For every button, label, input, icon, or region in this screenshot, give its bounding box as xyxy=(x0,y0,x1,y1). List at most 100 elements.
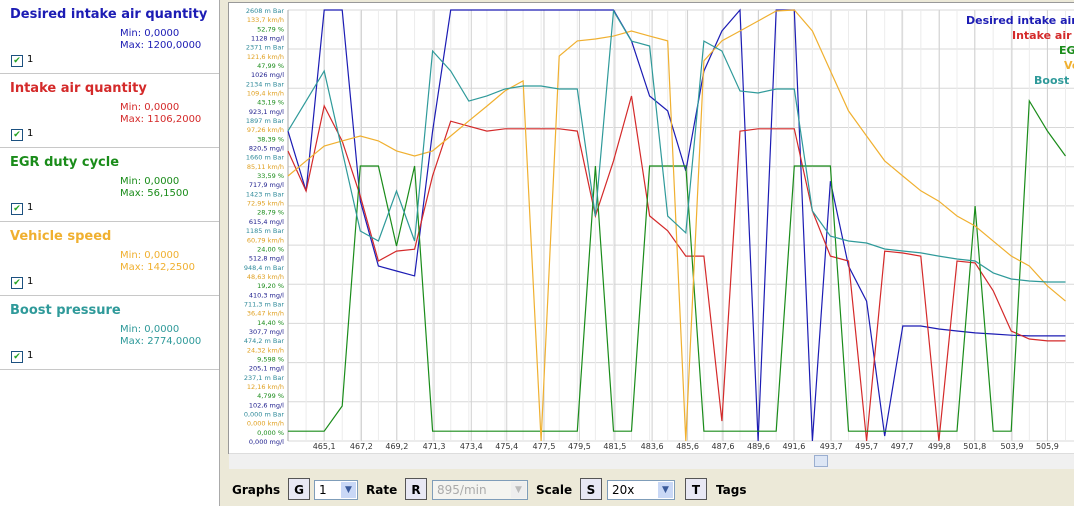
channel-panel: Desired intake air quantity Min: 0,0000 Ma… xyxy=(0,0,220,506)
y-tick-label: 307,7 mg/l xyxy=(249,328,284,336)
dropdown-value: 20x xyxy=(612,483,635,497)
y-tick-label: 717,9 mg/l xyxy=(249,181,284,189)
y-tick-label: 948,4 m Bar xyxy=(244,264,285,272)
dropdown-arrow: ▼ xyxy=(511,482,526,498)
x-tick-label: 499,8 xyxy=(928,442,951,451)
y-tick-label: 1660 m Bar xyxy=(246,154,284,162)
channel-max: Max: 2774,0000 xyxy=(120,336,202,347)
y-tick-label: 923,1 mg/l xyxy=(249,108,284,116)
y-tick-label: 60,79 km/h xyxy=(247,236,284,244)
series-line xyxy=(287,9,1066,283)
dropdown-value: 895/min xyxy=(437,483,487,497)
channel-min: Min: 0,0000 xyxy=(120,176,180,187)
channel-max: Max: 142,2500 xyxy=(120,262,195,273)
channel-name: Intake air quantity xyxy=(10,81,147,96)
label: Rate xyxy=(366,483,398,497)
series-line xyxy=(287,95,1066,442)
dropdown[interactable]: 1 ▼ xyxy=(314,480,358,500)
series-line xyxy=(287,9,1066,442)
scrollbar[interactable] xyxy=(229,453,1074,469)
x-tick-label: 487,6 xyxy=(712,442,735,451)
checkbox[interactable]: ✔ xyxy=(11,277,23,289)
x-tick-label: 477,5 xyxy=(533,442,556,451)
y-tick-label: 1026 mg/l xyxy=(251,71,284,79)
y-tick-label: 1423 m Bar xyxy=(246,190,284,198)
y-tick-label: 1897 m Bar xyxy=(246,117,284,125)
dropdown-arrow[interactable]: ▼ xyxy=(658,482,673,498)
y-tick-label: 33,59 % xyxy=(257,172,284,180)
channel-max: Max: 56,1500 xyxy=(120,188,189,199)
key-button[interactable]: G xyxy=(288,478,310,500)
channel-min: Min: 0,0000 xyxy=(120,250,180,261)
dropdown-value: 1 xyxy=(319,483,327,497)
checkbox[interactable]: ✔ xyxy=(11,55,23,67)
channel-card: Boost pressure Min: 0,0000 Max: 2774,0000 ✔… xyxy=(0,296,219,370)
checkbox-label: 1 xyxy=(27,276,34,287)
y-tick-label: 48,63 km/h xyxy=(247,273,284,281)
y-tick-label: 9,598 % xyxy=(257,355,284,363)
channel-name: Vehicle speed xyxy=(10,229,112,244)
checkbox-label: 1 xyxy=(27,128,34,139)
y-tick-label: 205,1 mg/l xyxy=(249,365,284,373)
channel-name: EGR duty cycle xyxy=(10,155,120,170)
series-line xyxy=(287,8,1066,442)
dropdown: 895/min ▼ xyxy=(432,480,528,500)
checkbox[interactable]: ✔ xyxy=(11,351,23,363)
checkbox[interactable]: ✔ xyxy=(11,203,23,215)
channel-card: Vehicle speed Min: 0,0000 Max: 142,2500 ✔ 1 xyxy=(0,222,219,296)
y-tick-label: 12,16 km/h xyxy=(247,383,284,391)
y-tick-label: 237,1 m Bar xyxy=(244,374,285,382)
checkbox-label: 1 xyxy=(27,350,34,361)
y-tick-label: 820,5 mg/l xyxy=(249,145,284,153)
key-button[interactable]: R xyxy=(405,478,427,500)
y-tick-label: 85,11 km/h xyxy=(247,163,284,171)
key-button[interactable]: T xyxy=(685,478,707,500)
checkbox-label: 1 xyxy=(27,202,34,213)
y-tick-label: 615,4 mg/l xyxy=(249,218,284,226)
y-tick-label: 43,19 % xyxy=(257,99,284,107)
x-tick-label: 473,4 xyxy=(460,442,483,451)
channel-card: Intake air quantity Min: 0,0000 Max: 1106,… xyxy=(0,74,219,148)
legend-entry: Desired intake air quantity xyxy=(966,14,1074,27)
channel-card: Desired intake air quantity Min: 0,0000 Ma… xyxy=(0,0,219,74)
x-tick-label: 475,4 xyxy=(495,442,518,451)
y-tick-label: 2371 m Bar xyxy=(246,44,284,52)
dropdown-arrow[interactable]: ▼ xyxy=(341,482,356,498)
y-tick-label: 711,3 m Bar xyxy=(244,300,285,308)
y-tick-label: 1128 mg/l xyxy=(251,35,284,43)
y-tick-label: 14,40 % xyxy=(257,319,284,327)
y-tick-label: 52,79 % xyxy=(257,25,284,33)
y-tick-label: 47,99 % xyxy=(257,62,284,70)
channel-min: Min: 0,0000 xyxy=(120,28,180,39)
x-tick-label: 467,2 xyxy=(350,442,373,451)
x-tick-label: 469,2 xyxy=(385,442,408,451)
y-tick-label: 410,3 mg/l xyxy=(249,291,284,299)
y-tick-label: 4,799 % xyxy=(257,392,284,400)
scroll-thumb[interactable] xyxy=(814,455,828,467)
y-tick-label: 19,20 % xyxy=(257,282,284,290)
legend-entry: Vehicle speed xyxy=(1064,59,1074,72)
x-tick-label: 481,5 xyxy=(603,442,626,451)
y-tick-label: 0,000 m Bar xyxy=(244,410,285,418)
dropdown[interactable]: 20x ▼ xyxy=(607,480,675,500)
y-tick-label: 2134 m Bar xyxy=(246,80,284,88)
x-tick-label: 495,7 xyxy=(855,442,878,451)
channel-max: Max: 1106,2000 xyxy=(120,114,202,125)
y-tick-label: 121,6 km/h xyxy=(247,53,284,61)
x-tick-label: 491,6 xyxy=(782,442,805,451)
checkbox[interactable]: ✔ xyxy=(11,129,23,141)
y-tick-label: 38,39 % xyxy=(257,135,284,143)
channel-card: EGR duty cycle Min: 0,0000 Max: 56,1500 ✔ 1 xyxy=(0,148,219,222)
x-tick-label: 489,6 xyxy=(747,442,770,451)
y-tick-label: 102,6 mg/l xyxy=(249,401,284,409)
channel-name: Desired intake air quantity xyxy=(10,7,208,22)
channel-max: Max: 1200,0000 xyxy=(120,40,202,51)
x-tick-label: 503,9 xyxy=(1001,442,1024,451)
label: Graphs xyxy=(232,483,281,497)
y-tick-label: 1185 m Bar xyxy=(246,227,284,235)
series-line xyxy=(288,99,1066,432)
key-button[interactable]: S xyxy=(580,478,602,500)
legend-entry: Boost pressure xyxy=(1034,74,1074,87)
channel-min: Min: 0,0000 xyxy=(120,324,180,335)
